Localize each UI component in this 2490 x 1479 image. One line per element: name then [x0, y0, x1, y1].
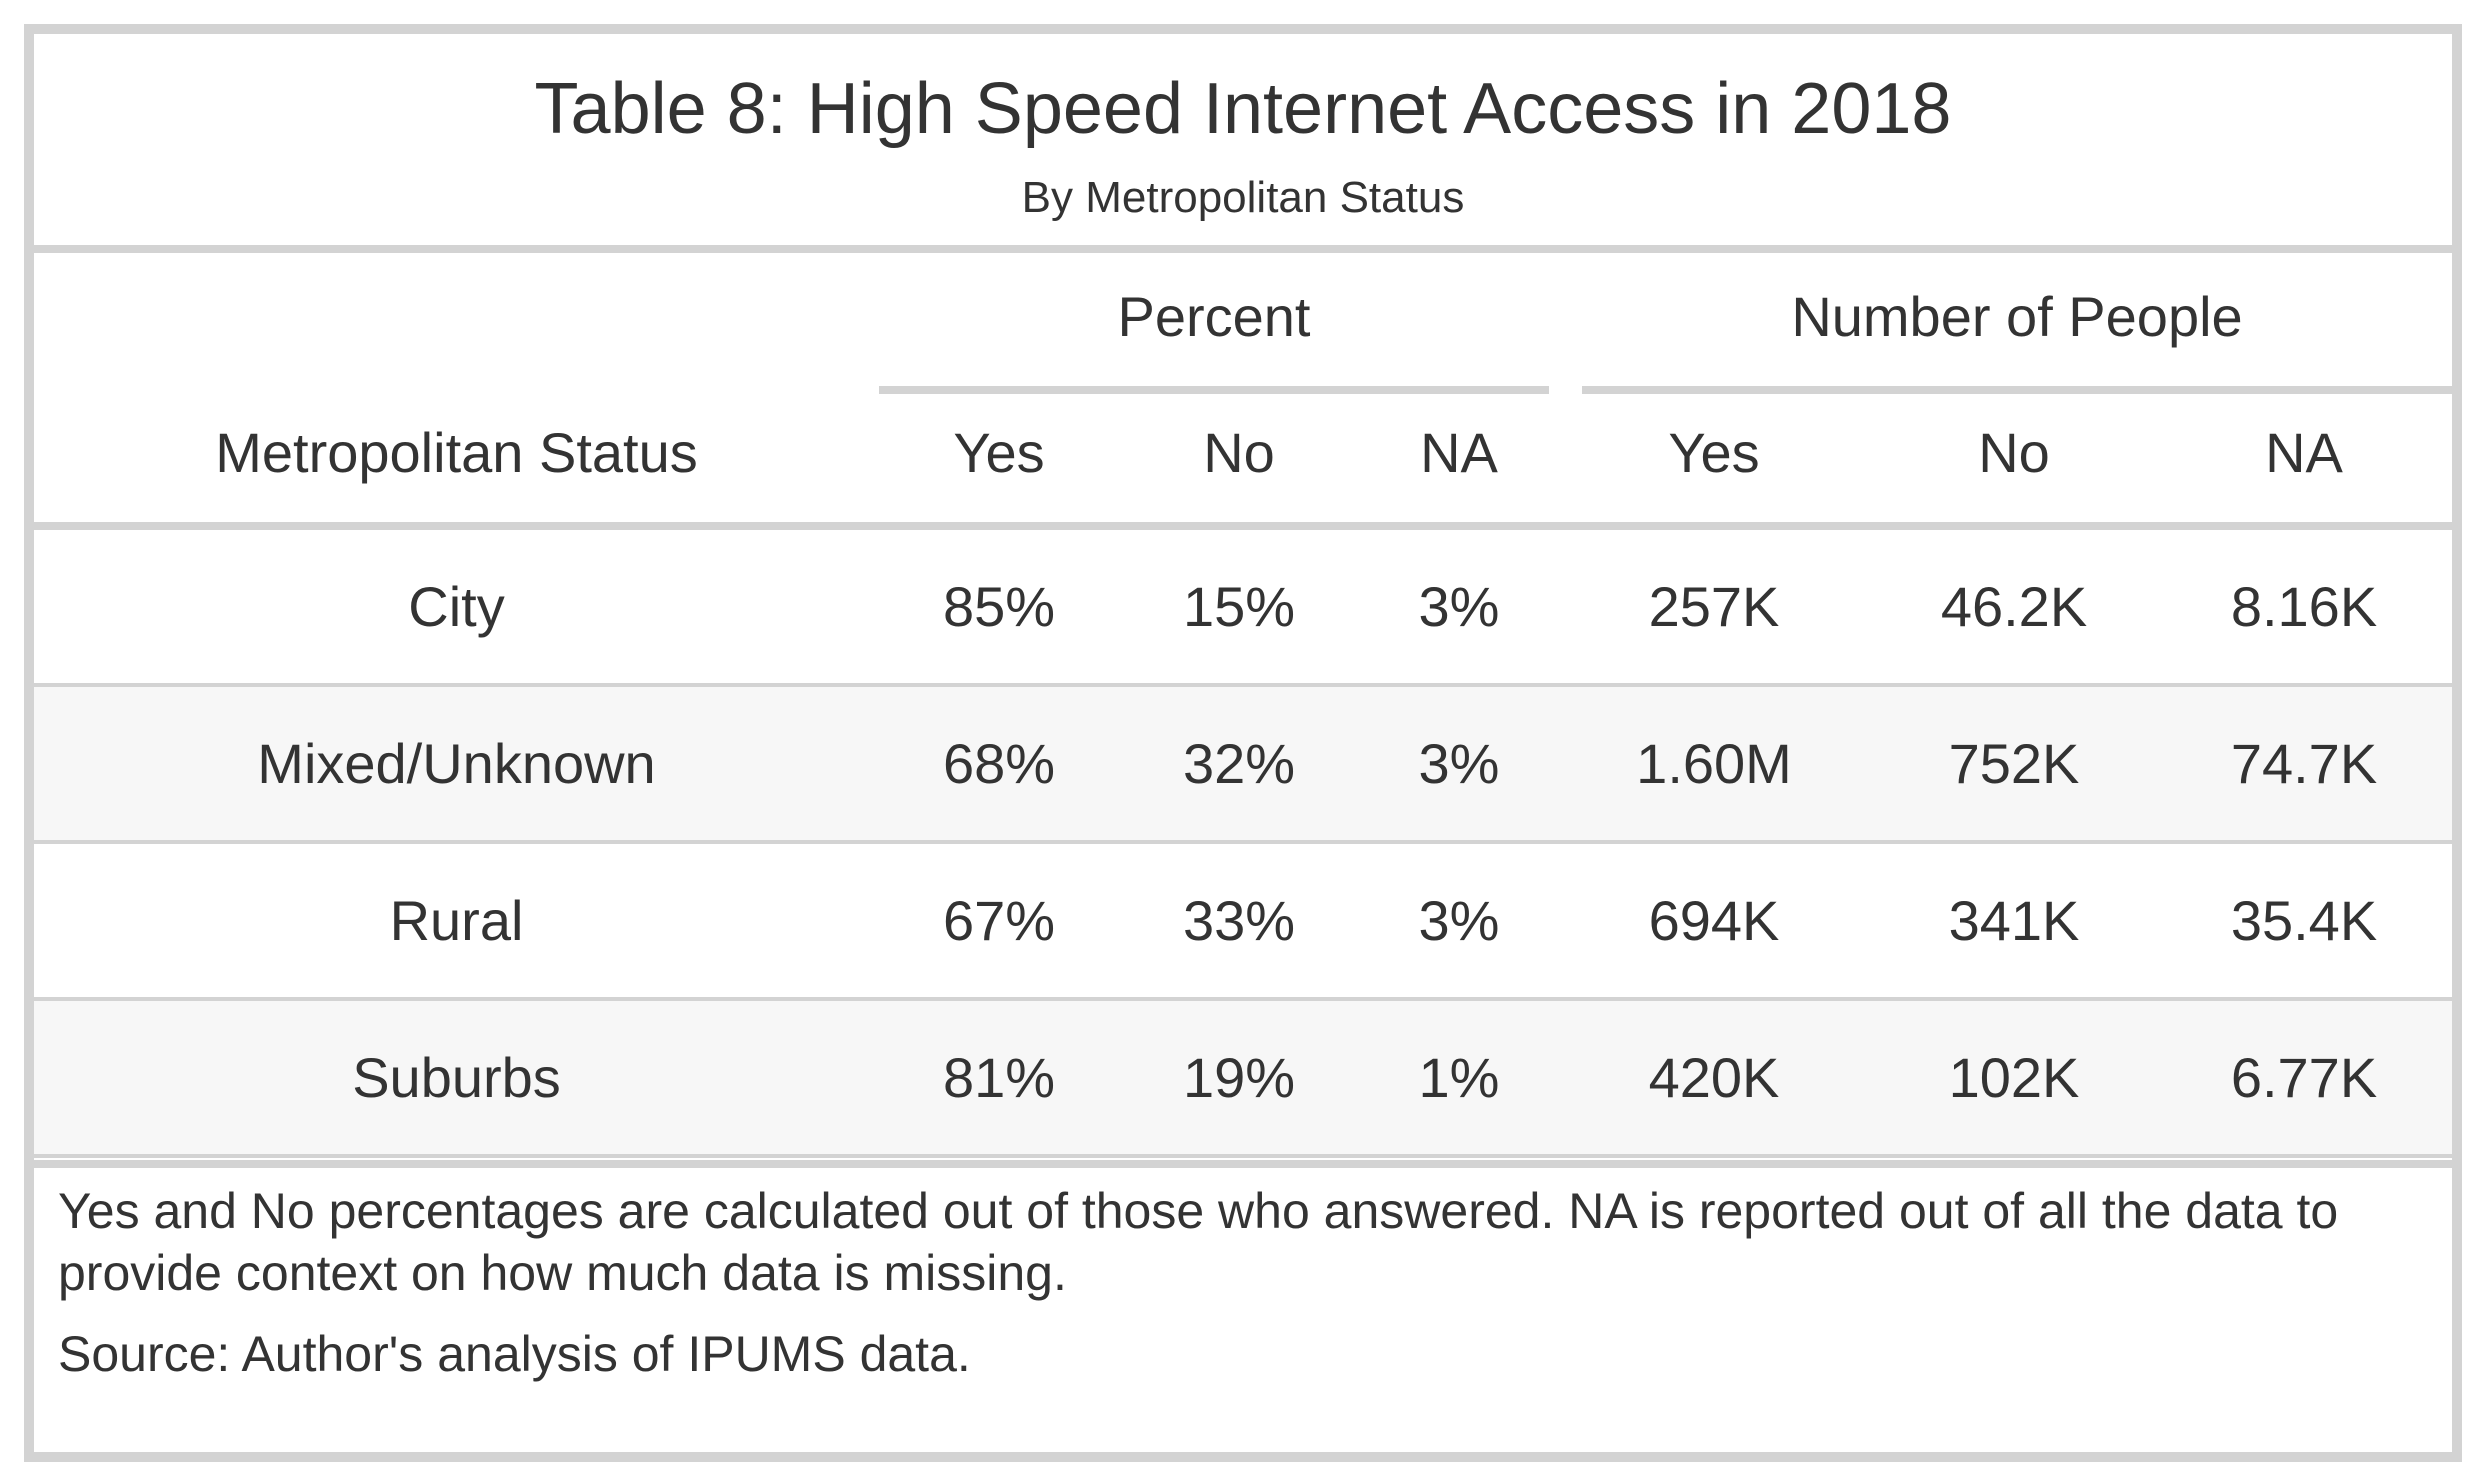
cell-percent-yes: 68%	[942, 732, 1056, 795]
cell-percent-yes: 81%	[942, 1046, 1056, 1109]
table-frame: Table 8: High Speed Internet Access in 2…	[24, 24, 2462, 1462]
cell-percent-na: 3%	[1418, 889, 1500, 952]
table-row: Mixed/Unknown 68% 32% 3% 1.60M 752K 74.7…	[34, 687, 2452, 844]
table-row: Suburbs 81% 19% 1% 420K 102K 6.77K	[34, 1001, 2452, 1158]
spanner-percent-rule	[879, 386, 1549, 394]
column-header-metropolitan-status: Metropolitan Status	[215, 421, 698, 484]
cell-number-no: 341K	[1948, 889, 2080, 952]
cell-percent-no: 15%	[1182, 575, 1296, 638]
table-row: Rural 67% 33% 3% 694K 341K 35.4K	[34, 844, 2452, 1001]
column-header-percent-yes: Yes	[953, 421, 1045, 484]
cell-number-na: 8.16K	[2230, 575, 2378, 638]
table-title: Table 8: High Speed Internet Access in 2…	[534, 69, 1952, 149]
column-header-percent-na: NA	[1420, 421, 1498, 484]
cell-number-yes: 694K	[1648, 889, 1780, 952]
cell-percent-yes: 85%	[942, 575, 1056, 638]
table-subtitle: By Metropolitan Status	[1021, 173, 1465, 222]
column-header-number-yes: Yes	[1668, 421, 1760, 484]
cell-number-na: 74.7K	[2230, 732, 2378, 795]
spanner-number-of-people: Number of People	[1791, 285, 2243, 348]
cell-percent-no: 33%	[1182, 889, 1296, 952]
header-rule	[34, 522, 2452, 530]
cell-number-na: 35.4K	[2230, 889, 2378, 952]
cell-percent-no: 19%	[1182, 1046, 1296, 1109]
footer-rule	[34, 1160, 2452, 1168]
cell-percent-no: 32%	[1182, 732, 1296, 795]
table-footnote: Yes and No percentages are calculated ou…	[58, 1183, 2339, 1301]
table-source-note: Source: Author's analysis of IPUMS data.	[58, 1326, 971, 1382]
cell-percent-yes: 67%	[942, 889, 1056, 952]
cell-number-na: 6.77K	[2230, 1046, 2378, 1109]
table-row: City 85% 15% 3% 257K 46.2K 8.16K	[34, 530, 2452, 687]
cell-number-no: 752K	[1948, 732, 2080, 795]
cell-number-yes: 1.60M	[1636, 732, 1792, 795]
row-label: Suburbs	[352, 1046, 561, 1109]
spanner-percent: Percent	[1117, 285, 1311, 348]
cell-percent-na: 3%	[1418, 732, 1500, 795]
column-header-percent-no: No	[1203, 421, 1275, 484]
spanner-number-of-people-rule	[1582, 386, 2452, 394]
cell-number-yes: 420K	[1648, 1046, 1780, 1109]
column-header-number-no: No	[1978, 421, 2050, 484]
cell-percent-na: 3%	[1418, 575, 1500, 638]
row-label: City	[408, 575, 505, 638]
row-label: Mixed/Unknown	[257, 732, 656, 795]
column-header-number-na: NA	[2265, 421, 2343, 484]
cell-number-no: 102K	[1948, 1046, 2080, 1109]
cell-number-no: 46.2K	[1940, 575, 2088, 638]
table-heading: Table 8: High Speed Internet Access in 2…	[34, 34, 2452, 253]
row-label: Rural	[389, 889, 524, 952]
cell-number-yes: 257K	[1648, 575, 1780, 638]
cell-percent-na: 1%	[1418, 1046, 1500, 1109]
